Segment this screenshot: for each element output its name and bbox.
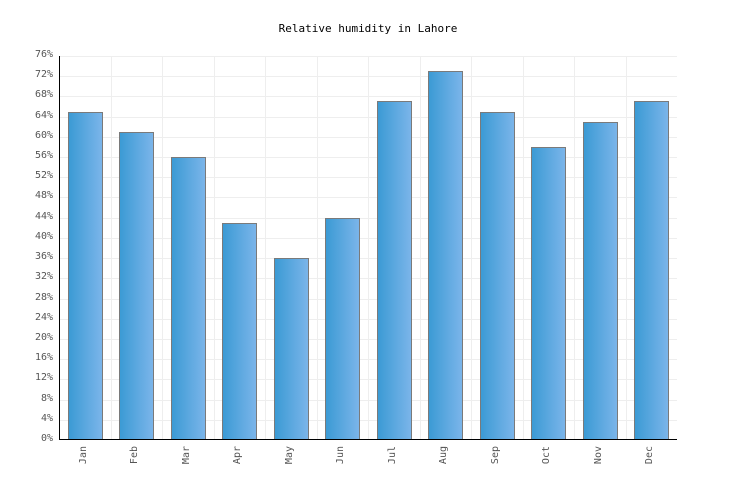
x-tick-label: Oct [541,446,553,465]
y-tick-label: 48% [34,190,53,202]
bar-jul [377,101,412,440]
y-tick-label: 60% [34,129,53,141]
bar-may [274,258,309,440]
y-tick-label: 64% [34,109,53,121]
bar-jun [325,218,360,440]
x-tick-label: Nov [592,446,604,465]
y-tick-label: 56% [34,150,53,162]
y-tick-label: 12% [34,372,53,384]
bar-dec [634,101,669,440]
x-tick-label: Feb [129,446,141,465]
x-tick-label: Jun [335,446,347,465]
y-tick-label: 0% [40,433,53,444]
chart-title: Relative humidity in Lahore [278,22,458,35]
y-tick-label: 52% [34,170,53,182]
bar-apr [222,223,257,440]
plot-area [59,56,677,440]
y-tick-label: 36% [34,251,53,263]
y-tick-label: 8% [40,392,53,404]
bars [68,71,669,440]
x-tick-label: Dec [644,446,656,465]
bar-sep [480,112,515,440]
bar-aug [428,71,463,440]
y-tick-label: 28% [34,291,53,303]
y-tick-label: 76% [34,49,53,60]
y-tick-label: 20% [34,331,53,343]
y-tick-label: 72% [34,69,53,81]
x-tick-label: Aug [438,446,450,465]
y-tick-label: 32% [34,271,53,283]
y-tick-label: 40% [34,230,53,242]
x-tick-label: Mar [180,446,192,465]
y-tick-label: 68% [34,89,53,101]
bar-mar [171,157,206,440]
bar-feb [119,132,154,440]
x-tick-label: Jan [77,446,89,465]
y-tick-label: 44% [34,210,53,222]
bar-oct [531,147,566,440]
x-tick-label: Jul [386,446,398,465]
bar-jan [68,112,103,440]
x-tick-label: Sep [489,446,501,465]
y-tick-label: 4% [40,412,53,424]
bar-nov [583,122,618,440]
x-tick-label: Apr [232,446,244,465]
x-tick-label: May [283,446,295,465]
y-tick-label: 24% [34,311,53,323]
y-tick-label: 16% [34,352,53,364]
grid-lines [59,56,677,440]
